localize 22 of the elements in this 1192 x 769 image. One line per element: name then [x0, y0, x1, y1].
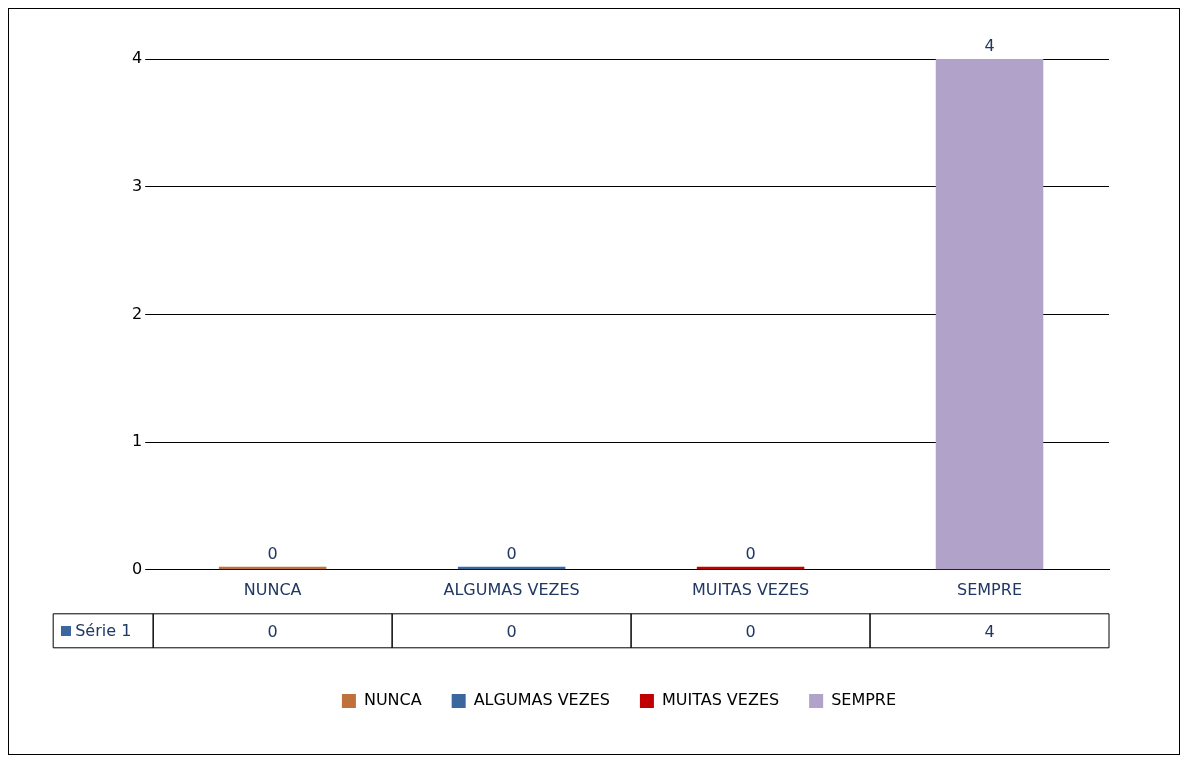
data-label: 0: [267, 543, 278, 563]
text: 0: [506, 621, 517, 641]
text: 4: [984, 621, 995, 641]
data-label: 0: [745, 543, 756, 563]
legend-label: NUNCA: [363, 690, 422, 710]
y-tick-label: 4: [131, 48, 143, 68]
y-tick-label: 2: [131, 303, 143, 323]
legend-label: SEMPRE: [831, 690, 897, 710]
legend-label: ALGUMAS VEZES: [473, 690, 610, 710]
x-tick-label: SEMPRE: [957, 579, 1022, 599]
legend-label: MUITAS VEZES: [661, 690, 780, 710]
y-tick-label: 3: [131, 175, 143, 195]
x-tick-label: MUITAS VEZES: [691, 579, 810, 599]
text: 0: [267, 621, 278, 641]
data-label: 0: [506, 543, 517, 563]
y-tick-label: 1: [131, 431, 143, 451]
y-tick-label: 0: [131, 558, 143, 578]
data-label: 4: [984, 36, 995, 56]
x-tick-label: ALGUMAS VEZES: [443, 579, 580, 599]
x-tick-label: NUNCA: [243, 579, 302, 599]
text: 0: [745, 621, 756, 641]
text: Série 1: [75, 620, 132, 641]
